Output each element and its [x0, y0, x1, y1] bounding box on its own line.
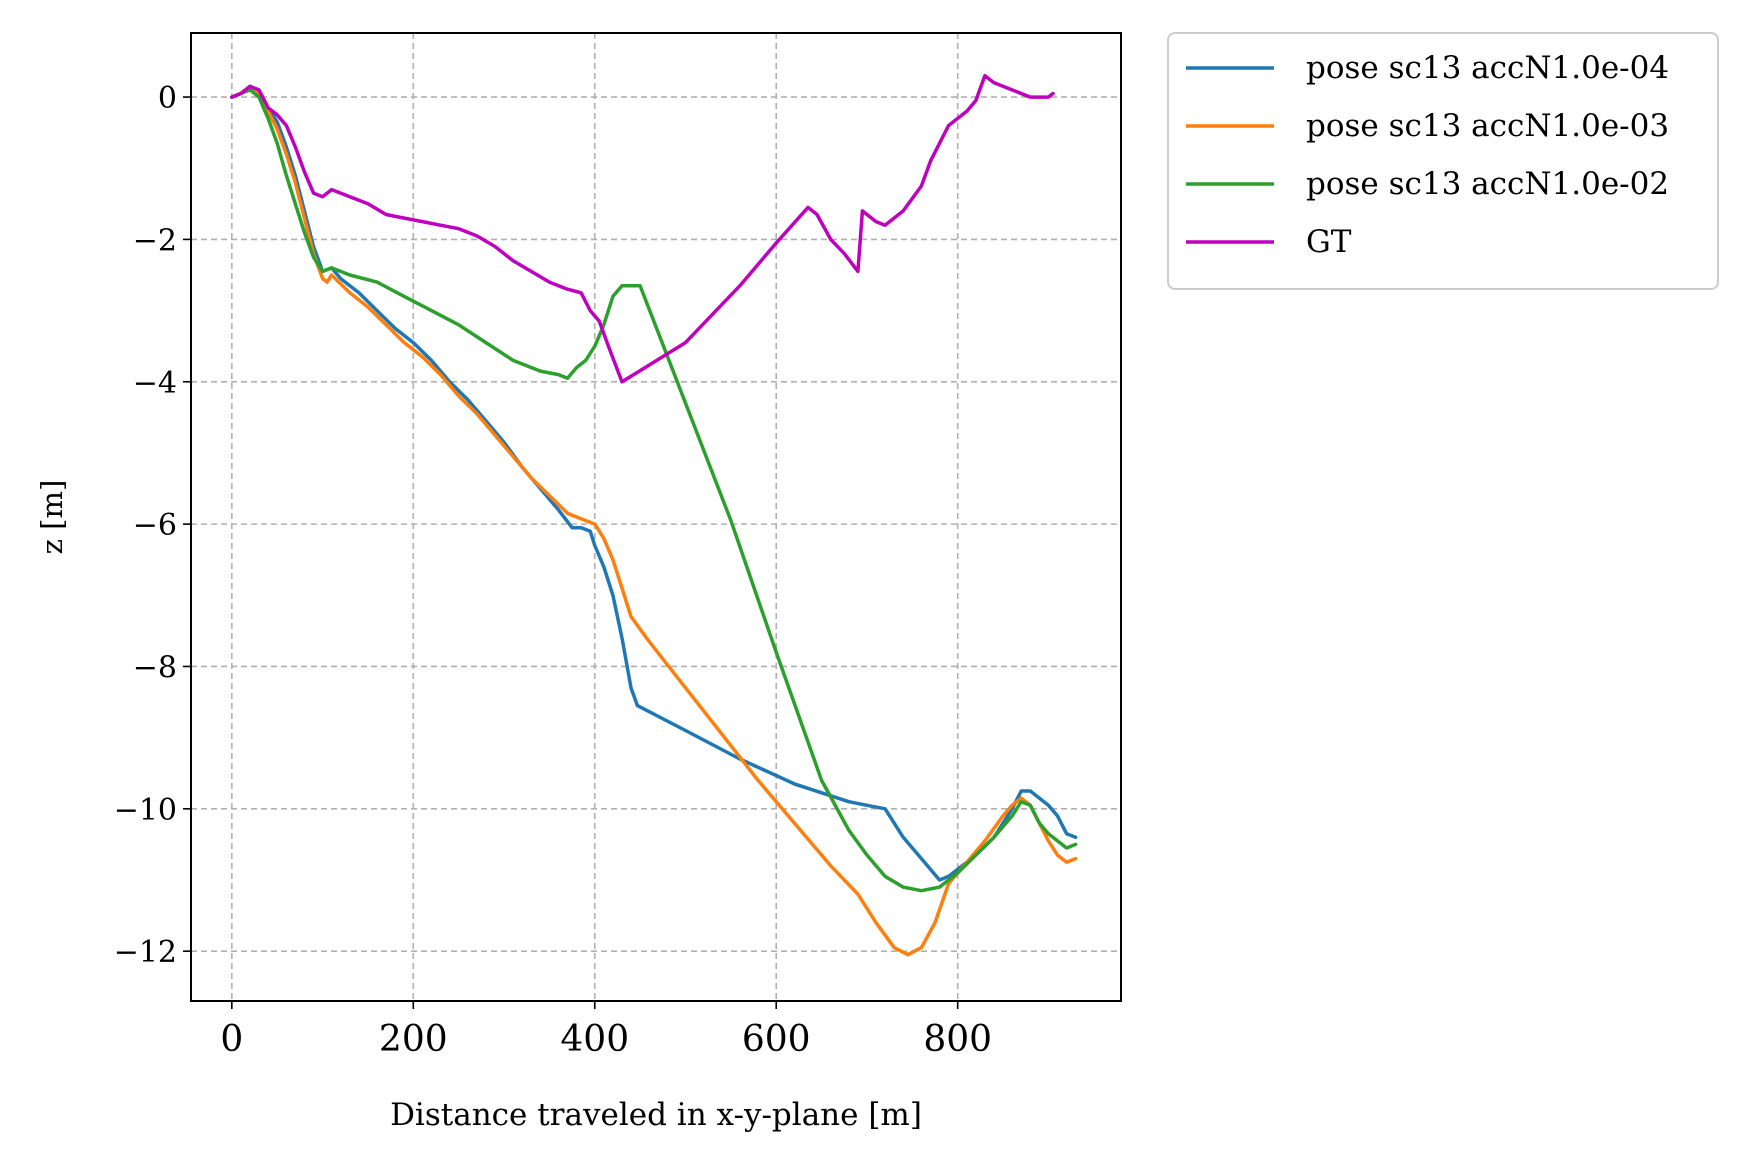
- y-tick-label: −8: [133, 650, 177, 685]
- series-line-4: [230, 73, 1055, 384]
- y-tick-label: −6: [133, 508, 177, 543]
- plot-frame: [190, 32, 1122, 1002]
- legend-box: [1167, 32, 1719, 290]
- x-tick-label: 200: [379, 1019, 448, 1060]
- x-tick-label: 400: [560, 1019, 629, 1060]
- y-tick-label: −4: [133, 366, 177, 401]
- legend-label-2: pose sc13 accN1.0e-03: [1306, 108, 1669, 144]
- legend: pose sc13 accN1.0e-04 pose sc13 accN1.0e-…: [1167, 32, 1719, 290]
- y-tick-label: −10: [114, 793, 177, 828]
- legend-label-4: GT: [1306, 224, 1352, 260]
- x-tick-label: 0: [220, 1019, 243, 1060]
- y-tick-label: −2: [133, 223, 177, 258]
- y-axis-label: z [m]: [35, 480, 69, 555]
- legend-label-1: pose sc13 accN1.0e-04: [1306, 50, 1669, 86]
- y-tick-label: −12: [114, 935, 177, 970]
- series-lines: [230, 73, 1078, 957]
- y-tick-label: 0: [158, 81, 177, 116]
- series-line-3: [230, 88, 1078, 893]
- axis-ticks: 0 200 400 600 800 0 −2 −4 −6 −8 −10 −12: [114, 81, 992, 1060]
- x-axis-label: Distance traveled in x-y-plane [m]: [390, 1097, 922, 1133]
- x-tick-label: 600: [742, 1019, 811, 1060]
- x-tick-label: 800: [923, 1019, 992, 1060]
- legend-label-3: pose sc13 accN1.0e-02: [1306, 166, 1669, 202]
- grid-lines: [191, 33, 1121, 1001]
